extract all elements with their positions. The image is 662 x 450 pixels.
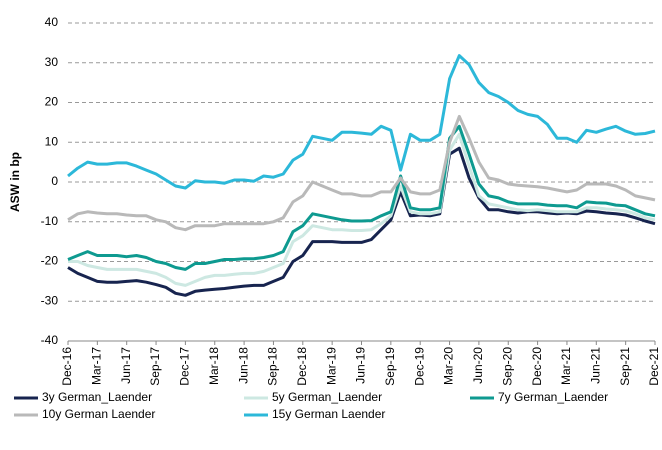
y-tick-label: -20 <box>41 254 59 268</box>
series-line <box>67 124 656 271</box>
x-tick-label: Dec-17 <box>178 347 192 386</box>
x-tick-label: Mar-17 <box>90 347 104 385</box>
x-tick-label: Jun-21 <box>588 347 602 384</box>
x-tick-label: Jun-17 <box>119 347 133 384</box>
y-tick-label: 40 <box>45 15 59 29</box>
x-tick-label: Dec-18 <box>295 347 309 386</box>
x-tick-label: Mar-19 <box>324 347 338 385</box>
x-tick-label: Dec-21 <box>647 347 661 386</box>
y-tick-label: 20 <box>45 95 59 109</box>
x-tick-label: Sep-19 <box>383 347 397 386</box>
x-tick-label: Dec-19 <box>412 347 426 386</box>
x-tick-label: Sep-17 <box>148 347 162 386</box>
legend-label: 7y German_Laender <box>498 390 608 404</box>
legend-label: 15y German Laender <box>272 407 385 421</box>
x-tick-label: Jun-20 <box>471 347 485 384</box>
y-tick-label: -10 <box>41 214 59 228</box>
x-tick-label: Sep-20 <box>500 347 514 386</box>
y-tick-label: 10 <box>45 134 59 148</box>
series-line <box>67 146 656 297</box>
x-tick-label: Sep-18 <box>266 347 280 386</box>
y-tick-label: -30 <box>41 293 59 307</box>
x-tick-label: Jun-18 <box>236 347 250 384</box>
x-tick-label: Dec-16 <box>60 347 74 386</box>
y-tick-label: 30 <box>45 55 59 69</box>
legend-label: 3y German_Laender <box>42 390 152 404</box>
x-tick-label: Jun-19 <box>354 347 368 384</box>
legend-label: 5y German_Laender <box>272 390 382 404</box>
y-tick-label: 0 <box>51 174 58 188</box>
series-line <box>68 132 656 287</box>
x-tick-label: Mar-21 <box>559 347 573 385</box>
x-tick-label: Sep-21 <box>618 347 632 386</box>
x-tick-label: Dec-20 <box>530 347 544 386</box>
series-line <box>67 114 656 232</box>
y-tick-label: -40 <box>41 333 59 347</box>
series-line <box>67 54 656 190</box>
legend-label: 10y German Laender <box>42 407 155 421</box>
x-tick-label: Mar-20 <box>442 347 456 385</box>
x-tick-label: Mar-18 <box>207 347 221 385</box>
y-axis-label: ASW in bp <box>8 152 22 212</box>
